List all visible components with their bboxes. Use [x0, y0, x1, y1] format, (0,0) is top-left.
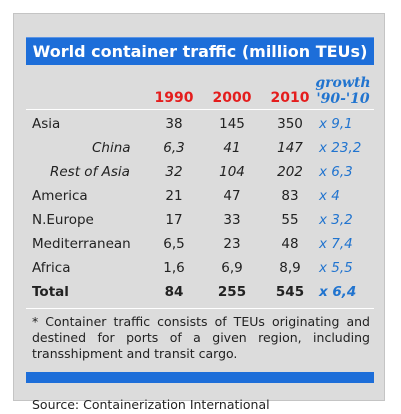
value-1990: 17	[165, 212, 183, 228]
separator	[26, 308, 374, 309]
value-2010: 55	[281, 212, 299, 228]
row-label: Asia	[32, 116, 61, 132]
growth-value: x 6,4	[319, 284, 357, 300]
traffic-panel: World container traffic (million TEUs) 1…	[13, 13, 386, 412]
row-n-europe: N.Europe 17 33 55 x 3,2	[14, 212, 386, 236]
row-label: America	[32, 188, 88, 204]
row-china: China 6,3 41 147 x 23,2	[14, 140, 386, 164]
row-total: Total 84 255 545 x 6,4	[14, 284, 386, 308]
table-title: World container traffic (million TEUs)	[26, 37, 374, 65]
row-asia: Asia 38 145 350 x 9,1	[14, 116, 386, 140]
value-2000: 47	[223, 188, 241, 204]
growth-value: x 9,1	[319, 116, 353, 132]
row-label: China	[92, 140, 131, 156]
growth-value: x 3,2	[319, 212, 353, 228]
footnote: * Container traffic consists of TEUs ori…	[32, 314, 370, 361]
header-2000: 2000	[212, 90, 252, 106]
header-growth-line1: growth	[315, 75, 371, 91]
value-1990: 21	[165, 188, 183, 204]
value-2010: 8,9	[279, 260, 301, 276]
bottom-bar	[26, 372, 374, 383]
header-1990: 1990	[154, 90, 194, 106]
growth-value: x 23,2	[319, 140, 362, 156]
value-2000: 255	[217, 284, 247, 300]
row-label: Total	[32, 284, 69, 300]
growth-value: x 5,5	[319, 260, 353, 276]
row-label: Rest of Asia	[50, 164, 130, 180]
row-america: America 21 47 83 x 4	[14, 188, 386, 212]
value-2000: 145	[219, 116, 245, 132]
growth-value: x 6,3	[319, 164, 353, 180]
value-1990: 84	[164, 284, 184, 300]
value-1990: 1,6	[163, 260, 185, 276]
value-2000: 6,9	[221, 260, 243, 276]
row-label: N.Europe	[32, 212, 94, 228]
source-note: Source: Containerization International	[32, 397, 270, 412]
value-1990: 6,3	[163, 140, 185, 156]
growth-value: x 4	[319, 188, 340, 204]
value-2000: 23	[223, 236, 241, 252]
value-2010: 545	[275, 284, 305, 300]
value-2010: 202	[277, 164, 303, 180]
value-2010: 83	[281, 188, 299, 204]
separator	[26, 109, 374, 110]
value-2010: 48	[281, 236, 299, 252]
value-2000: 41	[223, 140, 241, 156]
value-2000: 33	[223, 212, 241, 228]
row-label: Africa	[32, 260, 71, 276]
value-1990: 6,5	[163, 236, 185, 252]
value-2010: 350	[277, 116, 303, 132]
header-growth: growth '90-'10	[310, 75, 376, 107]
header-growth-line2: '90-'10	[316, 91, 370, 107]
value-2010: 147	[277, 140, 303, 156]
growth-value: x 7,4	[319, 236, 353, 252]
value-2000: 104	[219, 164, 245, 180]
value-1990: 32	[165, 164, 183, 180]
value-1990: 38	[165, 116, 183, 132]
row-rest-of-asia: Rest of Asia 32 104 202 x 6,3	[14, 164, 386, 188]
row-label: Mediterranean	[32, 236, 131, 252]
row-africa: Africa 1,6 6,9 8,9 x 5,5	[14, 260, 386, 284]
header-2010: 2010	[270, 90, 310, 106]
row-mediterranean: Mediterranean 6,5 23 48 x 7,4	[14, 236, 386, 260]
